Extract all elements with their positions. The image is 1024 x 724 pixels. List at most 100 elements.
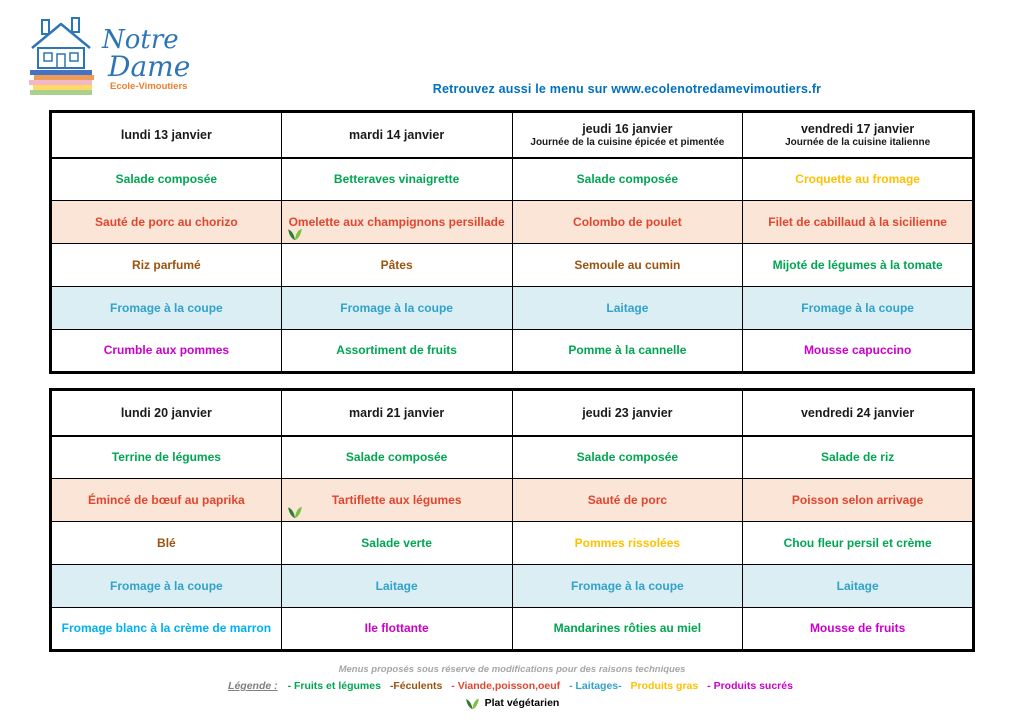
menu-cell: Sauté de porc au chorizo xyxy=(50,200,282,244)
menu-cell: Poisson selon arrivage xyxy=(742,478,974,522)
menu-cell: Salade verte xyxy=(280,521,513,565)
dish-name: Fromage à la coupe xyxy=(571,578,684,593)
menu-cell: Assortiment de fruits xyxy=(280,329,513,373)
menu-cell: Sauté de porc xyxy=(511,478,744,522)
dish-name: Crumble aux pommes xyxy=(103,343,230,357)
dish-name: Fromage à la coupe xyxy=(110,578,223,593)
menu-cell: Salade composée xyxy=(50,157,282,201)
dish-name: Salade de riz xyxy=(820,449,895,464)
dish-name: Mousse de fruits xyxy=(809,621,906,635)
day-title: mardi 21 janvier xyxy=(349,405,445,420)
day-header-mardi-21: mardi 21 janvier xyxy=(280,389,513,437)
dish-name: Mousse capuccino xyxy=(803,343,912,357)
dish-name: Fromage à la coupe xyxy=(340,300,453,315)
dish-name: Tartiflette aux légumes xyxy=(331,492,462,507)
header-row-week-2: lundi 20 janvier mardi 21 janvier jeudi … xyxy=(50,389,974,437)
menu-cell: Colombo de poulet xyxy=(511,200,744,244)
main-dish-row-week-2: Émincé de bœuf au paprika Tartiflette au… xyxy=(50,478,974,522)
dessert-row-week-1: Crumble aux pommes Assortiment de fruits… xyxy=(50,329,974,373)
dish-name: Mijoté de légumes à la tomate xyxy=(772,257,943,272)
dish-name: Betteraves vinaigrette xyxy=(333,171,460,186)
legend-item-viande-poisson-oeuf: - Viande,poisson,oeuf xyxy=(451,680,561,692)
menu-cell: Pommes rissolées xyxy=(511,521,744,565)
dish-name: Pâtes xyxy=(380,257,413,272)
dish-name: Mandarines rôties au miel xyxy=(553,621,702,635)
menu-cell: Salade de riz xyxy=(742,435,974,479)
main-dish-row-week-1: Sauté de porc au chorizo Omelette aux ch… xyxy=(50,200,974,244)
legend-label: Légende : xyxy=(228,680,278,692)
day-title: lundi 13 janvier xyxy=(120,127,212,142)
modification-note: Menus proposés sous réserve de modificat… xyxy=(338,664,686,675)
legend-item-feculents: -Féculents xyxy=(389,680,443,692)
day-subtitle: Journée de la cuisine italienne xyxy=(785,136,931,148)
menu-cell: Fromage à la coupe xyxy=(742,286,974,330)
menu-cell: Tartiflette aux légumes xyxy=(280,478,513,522)
day-subtitle: Journée de la cuisine épicée et pimentée xyxy=(530,136,725,148)
menu-cell: Salade composée xyxy=(511,157,744,201)
dish-name: Pomme à la cannelle xyxy=(568,343,687,357)
legend: Légende : - Fruits et légumes -Féculents… xyxy=(0,680,1024,692)
legend-item-produits-gras: Produits gras xyxy=(630,680,699,692)
dish-name: Pommes rissolées xyxy=(574,535,681,550)
day-header-jeudi-23: jeudi 23 janvier xyxy=(511,389,744,437)
dish-name: Salade composée xyxy=(576,171,679,186)
menu-cell: Mandarines rôties au miel xyxy=(511,607,744,651)
starter-row-week-2: Terrine de légumes Salade composée Salad… xyxy=(50,435,974,479)
day-header-lundi-13: lundi 13 janvier xyxy=(50,111,282,159)
vegetarian-leaf-icon xyxy=(287,225,303,241)
menu-cell: Salade composée xyxy=(511,435,744,479)
page-footer: Menus proposés sous réserve de modificat… xyxy=(0,664,1024,711)
dish-name: Fromage blanc à la crème de marron xyxy=(61,621,272,635)
vegetarian-leaf-icon xyxy=(465,695,481,711)
day-header-mardi-14: mardi 14 janvier xyxy=(280,111,513,159)
dish-name: Assortiment de fruits xyxy=(336,343,457,357)
day-title: jeudi 23 janvier xyxy=(582,405,673,420)
day-header-lundi-20: lundi 20 janvier xyxy=(50,389,282,437)
menu-cell: Crumble aux pommes xyxy=(50,329,282,373)
side-dish-row-week-1: Riz parfumé Pâtes Semoule au cumin Mijot… xyxy=(50,243,974,287)
day-header-vendredi-17: vendredi 17 janvier Journée de la cuisin… xyxy=(742,111,974,159)
day-title: vendredi 17 janvier xyxy=(800,121,915,136)
dish-name: Filet de cabillaud à la sicilienne xyxy=(768,214,947,229)
menu-cell: Filet de cabillaud à la sicilienne xyxy=(742,200,974,244)
dish-name: Poisson selon arrivage xyxy=(791,492,924,507)
dessert-row-week-2: Fromage blanc à la crème de marron Ile f… xyxy=(50,607,974,651)
menu-cell: Chou fleur persil et crème xyxy=(742,521,974,565)
menu-cell: Fromage à la coupe xyxy=(50,564,282,608)
header-row-week-1: lundi 13 janvier mardi 14 janvier jeudi … xyxy=(50,111,974,159)
vegetarian-legend: Plat végétarien xyxy=(0,695,1024,711)
page-header: Notre Dame Ecole-Vimoutiers Retrouvez au… xyxy=(0,0,1024,108)
dish-name: Sauté de porc au chorizo xyxy=(95,214,238,229)
dish-name: Salade composée xyxy=(345,449,448,464)
menu-website-link[interactable]: Retrouvez aussi le menu sur www.ecolenot… xyxy=(432,82,822,96)
menu-cell: Fromage blanc à la crème de marron xyxy=(50,607,282,651)
menu-cell: Ile flottante xyxy=(280,607,513,651)
dish-name: Salade composée xyxy=(576,449,679,464)
dish-name: Semoule au cumin xyxy=(574,257,681,272)
dish-name: Terrine de légumes xyxy=(111,449,221,464)
menu-cell: Fromage à la coupe xyxy=(280,286,513,330)
day-title: jeudi 16 janvier xyxy=(582,121,673,136)
day-header-vendredi-24: vendredi 24 janvier xyxy=(742,389,974,437)
dish-name: Salade composée xyxy=(115,171,218,186)
dish-name: Émincé de bœuf au paprika xyxy=(88,492,245,507)
dairy-row-week-1: Fromage à la coupe Fromage à la coupe La… xyxy=(50,286,974,330)
legend-item-laitages: - Laitages- xyxy=(569,680,622,692)
menu-table-week-2: lundi 20 janvier mardi 21 janvier jeudi … xyxy=(49,388,975,652)
dish-name: Salade verte xyxy=(361,535,432,550)
dairy-row-week-2: Fromage à la coupe Laitage Fromage à la … xyxy=(50,564,974,608)
dish-name: Chou fleur persil et crème xyxy=(783,535,932,550)
day-title: mardi 14 janvier xyxy=(349,127,445,142)
logo-subtitle: Ecole-Vimoutiers xyxy=(110,81,187,92)
menu-cell: Riz parfumé xyxy=(50,243,282,287)
menu-cell: Croquette au fromage xyxy=(742,157,974,201)
day-title: lundi 20 janvier xyxy=(120,405,212,420)
menu-cell: Semoule au cumin xyxy=(511,243,744,287)
dish-name: Riz parfumé xyxy=(132,257,201,272)
vegetarian-leaf-icon xyxy=(287,503,303,519)
legend-item-produits-sucres: - Produits sucrés xyxy=(707,680,793,692)
menu-cell: Laitage xyxy=(511,286,744,330)
dish-name: Fromage à la coupe xyxy=(110,300,223,315)
dish-name: Sauté de porc xyxy=(587,492,668,507)
day-header-jeudi-16: jeudi 16 janvier Journée de la cuisine é… xyxy=(511,111,744,159)
